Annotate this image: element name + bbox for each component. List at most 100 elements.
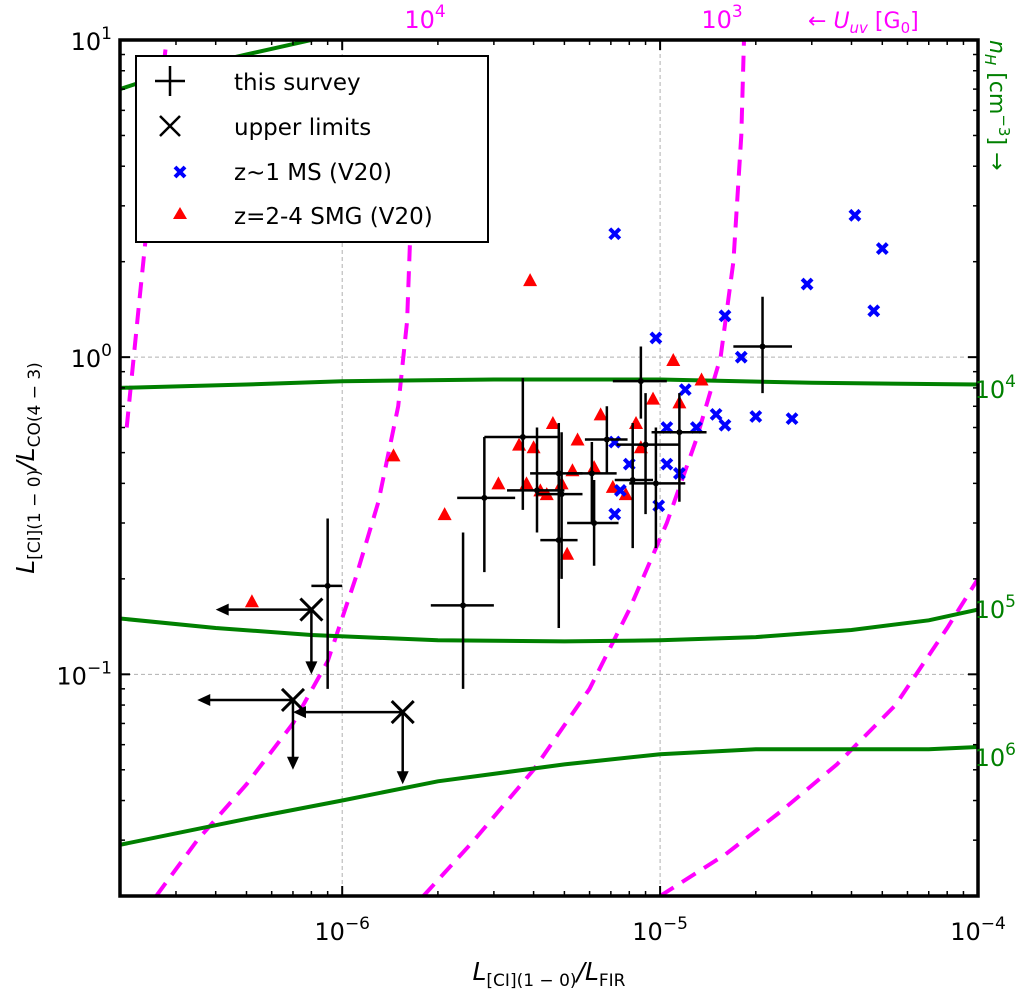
survey-point <box>540 476 578 628</box>
density-contour-line <box>120 377 978 390</box>
uv-contour-label: 103 <box>701 2 742 34</box>
survey-point <box>457 437 516 573</box>
upper-limit-x-arrowhead <box>292 706 306 719</box>
smg-point <box>570 432 585 446</box>
legend-label-upper-limits: upper limits <box>234 115 371 141</box>
legend-label-survey: this survey <box>234 70 361 96</box>
survey-marker <box>637 378 644 385</box>
survey-point <box>507 427 565 533</box>
upper-limit-marker <box>390 700 415 725</box>
y-tick-label: 100 <box>71 341 112 373</box>
smg-point <box>244 594 259 608</box>
upper-limit-y-arrowhead <box>305 661 318 675</box>
legend-plus-icon <box>155 66 185 96</box>
upper-limit-point <box>215 597 324 675</box>
density-contour-label: 105 <box>975 592 1016 624</box>
survey-marker <box>591 519 598 526</box>
smg-point <box>386 448 401 462</box>
ms-point <box>875 242 889 255</box>
y-tick-label: 10−1 <box>56 658 112 690</box>
ms-point <box>867 304 881 318</box>
survey-point <box>537 432 583 579</box>
legend: this survey upper limits z~1 MS (V20) z=… <box>135 55 489 243</box>
smg-point <box>605 479 620 493</box>
smg-point <box>593 407 608 421</box>
smg-point <box>694 372 709 386</box>
survey-marker <box>588 470 595 477</box>
survey-point <box>612 346 667 419</box>
x-tick-label: 10−5 <box>632 914 688 946</box>
survey-point <box>484 377 559 510</box>
survey-points <box>311 296 793 689</box>
smg-point <box>526 440 541 454</box>
legend-entry-ms: z~1 MS (V20) <box>173 160 392 186</box>
upper-limit-x-arrowhead <box>215 603 229 616</box>
smg-point <box>560 546 575 560</box>
upper-limit-y-arrowhead <box>396 771 409 785</box>
smg-point <box>666 352 681 366</box>
survey-marker <box>642 441 649 448</box>
survey-point <box>430 532 494 689</box>
survey-marker <box>324 582 331 589</box>
survey-point <box>733 296 793 394</box>
ms-point <box>613 484 627 497</box>
legend-label-smg: z=2-4 SMG (V20) <box>234 204 433 230</box>
survey-marker <box>652 480 659 487</box>
survey-point <box>629 427 686 549</box>
smg-point <box>545 416 560 430</box>
ms-point <box>678 383 692 397</box>
ms-point <box>785 412 799 426</box>
legend-entry-survey: this survey <box>155 66 361 96</box>
uv-contour-line <box>421 40 746 896</box>
legend-label-ms: z~1 MS (V20) <box>234 160 392 186</box>
uv-contour-line <box>659 577 978 896</box>
ms-point <box>608 507 622 521</box>
ms-point <box>660 421 674 434</box>
survey-point <box>614 423 654 549</box>
survey-point <box>584 406 628 474</box>
axis-ticks: 10−6 10−5 10−4 10−1 100 101 <box>56 24 1005 946</box>
legend-blue-x-icon <box>173 165 187 179</box>
ms-point <box>718 418 732 432</box>
ms-point <box>660 457 674 471</box>
survey-marker <box>481 494 488 501</box>
upper-limit-x-arrowhead <box>197 693 211 706</box>
survey-marker <box>629 476 636 483</box>
legend-box <box>135 55 489 243</box>
survey-marker <box>555 470 562 477</box>
ms-point <box>608 227 622 241</box>
legend-entry-smg: z=2-4 SMG (V20) <box>173 204 433 230</box>
ms-point <box>734 350 748 364</box>
uv-field-label: ← Uuv [G0] <box>808 9 919 37</box>
x-axis-label: L[CI](1 − 0)/LFIR <box>472 957 625 991</box>
y-tick-label: 101 <box>71 24 112 56</box>
y-axis-label: L[CI](1 − 0)/LCO(4 − 3) <box>11 362 45 574</box>
ms-point <box>718 309 732 323</box>
upper-limit-marker <box>299 597 324 622</box>
smg-points <box>244 273 709 608</box>
plot-frame <box>118 38 980 898</box>
ms-point <box>848 208 862 222</box>
survey-marker <box>519 434 526 441</box>
smg-point <box>437 507 452 521</box>
upper-limit-marker <box>280 687 306 713</box>
ms-point <box>749 410 763 423</box>
upper-limit-point <box>292 700 415 785</box>
smg-point <box>587 460 602 474</box>
survey-marker <box>759 343 766 350</box>
smg-point <box>523 273 538 287</box>
survey-point <box>616 393 680 515</box>
legend-cross-icon <box>159 115 181 137</box>
survey-marker <box>534 487 541 494</box>
smg-point <box>646 391 661 405</box>
survey-point <box>651 393 707 502</box>
contour-labels: 104 103 104 105 106 <box>404 2 1016 772</box>
survey-point <box>567 442 617 523</box>
legend-red-triangle-icon <box>173 207 187 219</box>
upper-limit-point <box>197 687 306 770</box>
survey-marker <box>676 429 683 436</box>
survey-marker <box>558 491 565 498</box>
x-tick-label: 10−6 <box>314 914 370 946</box>
ms-point <box>689 421 703 434</box>
